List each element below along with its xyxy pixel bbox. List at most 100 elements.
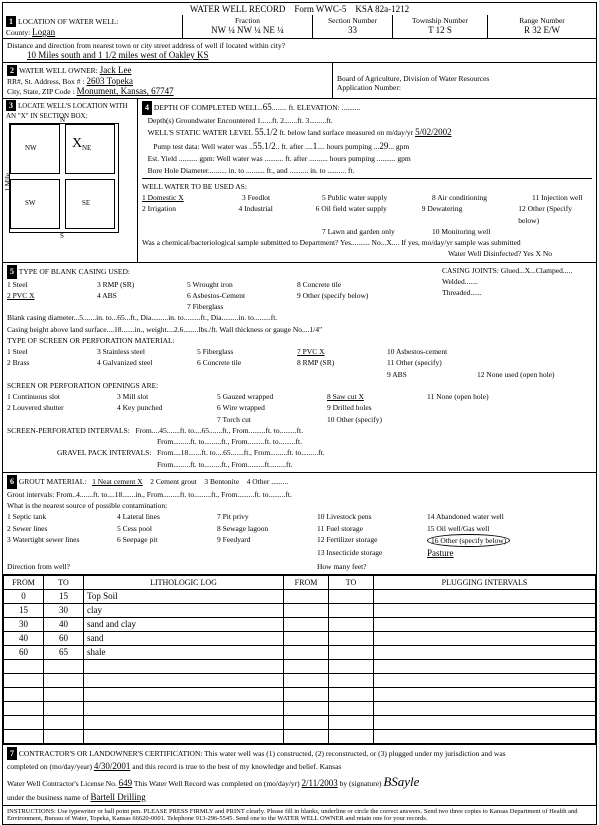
u8: 8 Air conditioning bbox=[432, 192, 532, 203]
p5: 5 Cess pool bbox=[117, 523, 217, 534]
sec-val: 33 bbox=[348, 25, 357, 35]
form-page: WATER WELL RECORD Form WWC-5 KSA 82a-121… bbox=[2, 2, 597, 825]
sec34-row: 3 LOCATE WELL'S LOCATION WITH AN "X" IN … bbox=[3, 99, 596, 263]
c3: 3 RMP (SR) bbox=[97, 279, 187, 290]
sec3-num: 3 bbox=[6, 100, 16, 111]
s8: 8 RMP (SR) bbox=[297, 357, 387, 368]
sec6-num: 6 bbox=[7, 475, 17, 489]
th4: FROM bbox=[284, 575, 329, 589]
rng-val: R 32 E/W bbox=[524, 25, 560, 35]
sw: SW bbox=[25, 199, 36, 207]
county-lbl: County: bbox=[6, 28, 30, 37]
f2: NW ¼ bbox=[237, 25, 261, 35]
d2: 2/11/2003 bbox=[302, 778, 338, 788]
spi: SCREEN-PERFORATED INTERVALS: bbox=[7, 426, 130, 435]
gpm: gpm bbox=[396, 142, 409, 151]
table-row bbox=[4, 701, 596, 715]
ne: NE bbox=[82, 144, 91, 152]
p9: 9 Feedyard bbox=[217, 534, 317, 547]
g3: 3 Bentonite bbox=[204, 477, 239, 486]
u5: 5 Public water supply bbox=[322, 192, 432, 203]
u11: 11 Injection well bbox=[532, 192, 583, 203]
u6: 6 Oil field water supply bbox=[316, 203, 422, 226]
c6: 6 Asbestos-Cement bbox=[187, 290, 297, 301]
o3: 3 Mill slot bbox=[117, 391, 217, 402]
form-ksa: KSA 82a-1212 bbox=[355, 4, 409, 14]
o8: 8 Saw cut X bbox=[327, 391, 427, 402]
p3: 3 Watertight sewer lines bbox=[7, 534, 117, 547]
county-val: Logan bbox=[32, 27, 55, 37]
u2: 2 Irrigation bbox=[142, 203, 238, 226]
screen: TYPE OF SCREEN OR PERFORATION MATERIAL: bbox=[7, 336, 175, 345]
ph: 1 bbox=[313, 141, 318, 151]
s5: 5 Fiberglass bbox=[197, 346, 297, 357]
p10: 10 Livestock pens bbox=[317, 511, 427, 522]
s1: 1 Steel bbox=[7, 346, 97, 357]
gpi1: From....18.......ft. to....65.......ft.,… bbox=[157, 448, 325, 457]
form-title: WATER WELL RECORD Form WWC-5 KSA 82a-121… bbox=[3, 3, 596, 15]
s7: 7 PVC X bbox=[297, 346, 387, 357]
ph2: hours pumping bbox=[327, 142, 372, 151]
c5: 5 Wrought iron bbox=[187, 279, 297, 290]
u4: 4 Industrial bbox=[238, 203, 315, 226]
j1: CASING JOINTS: Glued...X...Clamped..... bbox=[442, 266, 572, 275]
o4: 4 Key punched bbox=[117, 402, 217, 413]
p12: 12 Fertilizer storage bbox=[317, 534, 427, 547]
sec7: 7 CONTRACTOR'S OR LANDOWNER'S CERTIFICAT… bbox=[3, 744, 596, 806]
d1: 4/30/2001 bbox=[94, 761, 131, 771]
sec2-row: 2 WATER WELL OWNER: Jack Lee RR#, St. Ad… bbox=[3, 63, 596, 99]
u12: 12 Other (Specify below) bbox=[518, 203, 592, 226]
sec3-heading: LOCATE WELL'S LOCATION WITH AN "X" IN SE… bbox=[6, 102, 128, 120]
table-row bbox=[4, 715, 596, 729]
p8: 8 Sewage lagoon bbox=[217, 523, 317, 534]
dgw: Depth(s) Groundwater Encountered bbox=[148, 116, 255, 125]
p15: 15 Oil well/Gas well bbox=[427, 523, 489, 534]
dia: Blank casing diameter...5.......in. to..… bbox=[7, 313, 277, 322]
s11: 11 Other (specify) bbox=[387, 357, 487, 368]
c4: 4 ABS bbox=[97, 290, 187, 301]
board-lbl: Board of Agriculture, Division of Water … bbox=[337, 74, 489, 83]
s7lic: Water Well Contractor's License No. bbox=[7, 779, 117, 788]
o6: 6 Wire wrapped bbox=[217, 402, 327, 413]
height: Casing height above land surface....18..… bbox=[7, 325, 322, 334]
o2: 2 Louvered shutter bbox=[7, 402, 117, 413]
p11: 11 Fuel storage bbox=[317, 523, 427, 534]
sec6-h: GROUT MATERIAL: bbox=[19, 477, 87, 486]
swl-txt: ft. below land surface measured on m/day… bbox=[279, 128, 413, 137]
sec5-num: 5 bbox=[7, 265, 17, 279]
n: N bbox=[60, 116, 65, 124]
bore: Bore Hole Diameter.......... in. to ....… bbox=[148, 166, 355, 175]
s9: 9 ABS bbox=[387, 369, 477, 380]
p1: 1 Septic tank bbox=[7, 511, 117, 522]
sec-lbl: Section Number bbox=[328, 16, 377, 25]
g1: 1 Neat cement X bbox=[92, 477, 143, 486]
biz: under the business name of bbox=[7, 793, 89, 802]
sec2-num: 2 bbox=[7, 65, 17, 76]
gi: Grout intervals: From..4.......ft. to...… bbox=[7, 490, 292, 499]
sec1-heading: LOCATION OF WATER WELL: bbox=[18, 17, 118, 26]
pv: 55.1/2 bbox=[253, 141, 276, 151]
dist-val: 10 Miles south and 1 1/2 miles west of O… bbox=[27, 50, 209, 60]
c2: 2 PVC X bbox=[7, 290, 97, 301]
pump: Pump test data: Well water was bbox=[153, 142, 247, 151]
p6: 6 Seepage pit bbox=[117, 534, 217, 547]
table-row bbox=[4, 659, 596, 673]
swl-v: 55.1/2 bbox=[255, 127, 278, 137]
rng-lbl: Range Number bbox=[519, 16, 565, 25]
sec4-num: 4 bbox=[142, 101, 152, 115]
spi2: From.........ft. to.........ft., From...… bbox=[157, 437, 302, 446]
s6: 6 Concrete tile bbox=[197, 357, 297, 368]
p13: 13 Insecticide storage bbox=[317, 547, 427, 561]
table-row: 3040sand and clay bbox=[4, 617, 596, 631]
table-row bbox=[4, 673, 596, 687]
sec7-num: 7 bbox=[7, 747, 17, 760]
feet: How many feet? bbox=[317, 562, 367, 571]
owner-val: Jack Lee bbox=[100, 65, 132, 75]
p16v: Pasture bbox=[427, 547, 454, 561]
spi1: From....45.......ft. to....65.......ft.,… bbox=[135, 426, 303, 435]
disinfect: Water Well Disinfected? Yes X No bbox=[448, 249, 552, 258]
s7comp: completed on (mo/day/year) bbox=[7, 762, 92, 771]
p7: 7 Pit privy bbox=[217, 511, 317, 522]
mile: 1 Mile bbox=[4, 173, 12, 191]
f1: NW ¼ bbox=[211, 25, 235, 35]
